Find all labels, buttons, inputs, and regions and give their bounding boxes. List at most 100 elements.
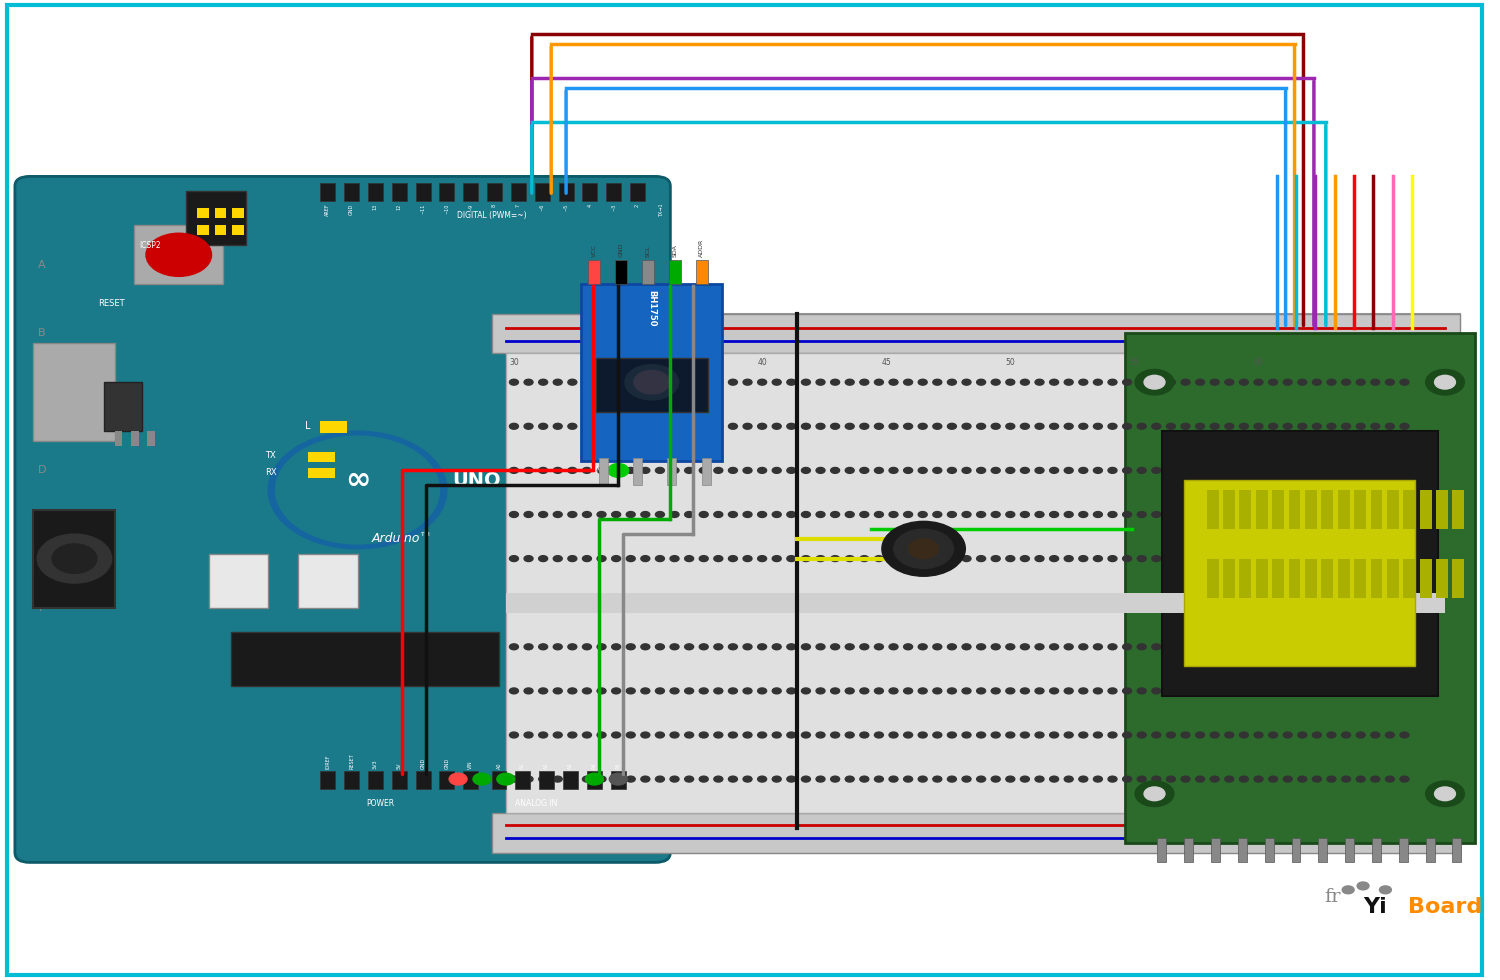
Circle shape: [670, 600, 680, 606]
Bar: [654, 404, 664, 414]
Circle shape: [538, 423, 548, 429]
Bar: [368, 771, 382, 789]
Circle shape: [1210, 688, 1219, 694]
Circle shape: [1342, 886, 1354, 894]
Circle shape: [788, 644, 796, 650]
Circle shape: [1282, 556, 1292, 562]
Bar: [114, 431, 122, 446]
Circle shape: [1341, 644, 1350, 650]
Bar: [1185, 838, 1192, 862]
Circle shape: [1239, 467, 1248, 473]
Text: 1: 1: [668, 387, 672, 396]
Circle shape: [874, 732, 884, 738]
Circle shape: [1356, 512, 1365, 517]
Circle shape: [844, 379, 853, 385]
Circle shape: [538, 467, 548, 473]
Circle shape: [582, 600, 591, 606]
Circle shape: [640, 423, 650, 429]
Bar: [1206, 490, 1218, 529]
Circle shape: [903, 379, 912, 385]
Circle shape: [626, 365, 678, 400]
Circle shape: [268, 431, 447, 549]
Bar: [1338, 490, 1350, 529]
Circle shape: [788, 688, 796, 694]
Circle shape: [1152, 512, 1161, 517]
Text: 13: 13: [374, 204, 378, 210]
Circle shape: [1341, 688, 1350, 694]
Circle shape: [772, 423, 782, 429]
Circle shape: [1144, 787, 1166, 801]
Circle shape: [1180, 379, 1190, 385]
Bar: [344, 183, 358, 201]
Circle shape: [992, 467, 1000, 473]
Circle shape: [1328, 732, 1336, 738]
Circle shape: [1035, 600, 1044, 606]
Circle shape: [890, 556, 898, 562]
Circle shape: [1020, 423, 1029, 429]
Text: GND: GND: [618, 242, 624, 257]
Circle shape: [1269, 423, 1278, 429]
Bar: [298, 554, 357, 608]
Bar: [130, 431, 138, 446]
Bar: [232, 225, 244, 235]
Circle shape: [699, 423, 708, 429]
Circle shape: [568, 688, 578, 694]
Circle shape: [1312, 379, 1322, 385]
Circle shape: [801, 644, 810, 650]
Circle shape: [729, 776, 738, 782]
Circle shape: [627, 600, 634, 606]
Bar: [321, 421, 346, 433]
Circle shape: [699, 776, 708, 782]
Circle shape: [1386, 512, 1395, 517]
Circle shape: [729, 732, 738, 738]
Bar: [1371, 490, 1383, 529]
Bar: [464, 183, 478, 201]
Bar: [416, 183, 430, 201]
Circle shape: [656, 467, 664, 473]
Bar: [1162, 431, 1437, 696]
Circle shape: [772, 467, 782, 473]
Circle shape: [976, 776, 986, 782]
Circle shape: [1137, 600, 1146, 606]
Circle shape: [1371, 556, 1380, 562]
Circle shape: [1386, 688, 1395, 694]
Circle shape: [1400, 688, 1408, 694]
Circle shape: [684, 644, 693, 650]
Circle shape: [1386, 732, 1395, 738]
Circle shape: [1210, 423, 1219, 429]
Circle shape: [1356, 423, 1365, 429]
Circle shape: [788, 423, 796, 429]
Circle shape: [597, 556, 606, 562]
Circle shape: [612, 644, 621, 650]
Circle shape: [758, 644, 766, 650]
Bar: [668, 458, 676, 485]
Bar: [696, 260, 708, 284]
Circle shape: [1328, 644, 1336, 650]
Circle shape: [729, 379, 738, 385]
Circle shape: [831, 423, 840, 429]
Circle shape: [758, 556, 766, 562]
Text: IOREF: IOREF: [326, 755, 330, 769]
Circle shape: [1269, 379, 1278, 385]
Circle shape: [801, 732, 810, 738]
Text: C: C: [38, 397, 45, 407]
Circle shape: [524, 423, 532, 429]
Circle shape: [1122, 423, 1131, 429]
Circle shape: [758, 423, 766, 429]
Circle shape: [1137, 423, 1146, 429]
Circle shape: [1035, 512, 1044, 517]
Circle shape: [1035, 423, 1044, 429]
Circle shape: [1050, 467, 1059, 473]
Circle shape: [524, 556, 532, 562]
Text: ←RX0: ←RX0: [682, 204, 688, 218]
Circle shape: [524, 467, 532, 473]
Circle shape: [554, 467, 562, 473]
Circle shape: [627, 512, 634, 517]
Circle shape: [1298, 467, 1306, 473]
Bar: [1305, 559, 1317, 598]
Circle shape: [1298, 776, 1306, 782]
Circle shape: [859, 556, 868, 562]
Circle shape: [831, 512, 840, 517]
Circle shape: [656, 556, 664, 562]
Circle shape: [903, 776, 912, 782]
